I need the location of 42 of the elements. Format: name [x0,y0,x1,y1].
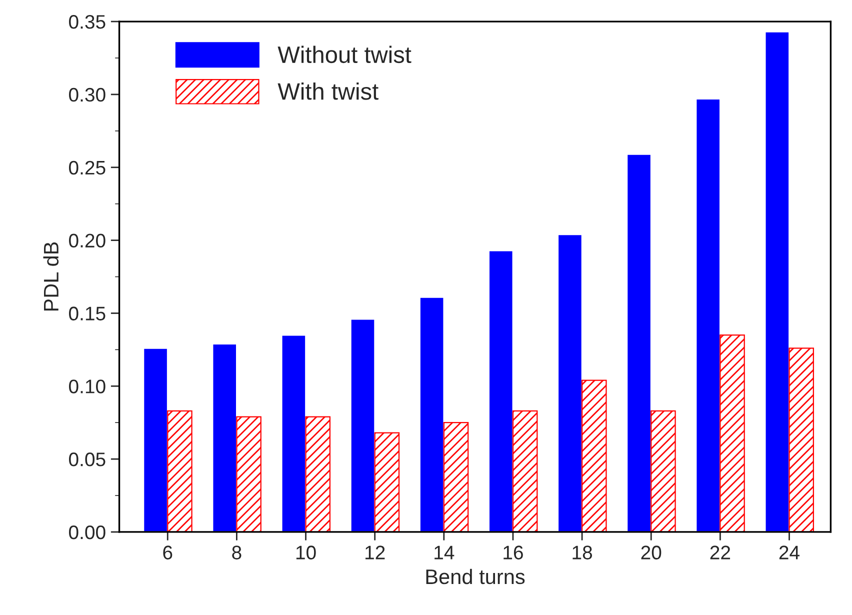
bar [764,31,790,532]
bar [581,380,607,532]
bar [626,154,652,532]
x-tick-label: 24 [779,546,800,560]
legend-label: Without twist [278,46,412,64]
x-tick-label: 14 [434,546,454,560]
y-tick-label: 0.25 [69,160,106,175]
bar [419,296,445,532]
x-tick-label: 12 [366,546,385,560]
y-tick-label: 0.20 [69,234,106,248]
x-tick-label: 6 [163,546,172,560]
x-tick-label: 10 [296,546,316,560]
legend-label: With twist [278,82,378,100]
y-tick-label: 0.00 [69,525,106,540]
bar [212,343,238,532]
x-tick-label: 18 [572,546,592,560]
bar [142,348,168,532]
y-axis-title: PDL dB [43,242,59,311]
bar [695,98,721,532]
y-tick-label: 0.05 [69,452,106,466]
bar [350,318,376,532]
bar [557,234,583,532]
bar [788,348,814,532]
y-tick-label: 0.30 [69,88,106,102]
y-tick-label: 0.15 [69,306,106,320]
x-tick-label: 8 [232,546,242,560]
bar [512,410,538,532]
bar [488,250,514,532]
bar [280,334,306,532]
bar [720,334,745,532]
y-tick-label: 0.10 [69,380,106,394]
bar [236,416,262,532]
x-axis-title: Bend turns [426,568,525,584]
x-tick-label: 16 [504,546,523,560]
x-tick-label: 22 [710,546,730,560]
y-tick-label: 0.35 [69,14,106,29]
x-tick-label: 20 [641,546,662,560]
bar [305,416,330,532]
bar [650,410,676,532]
bar [443,422,469,532]
bar [374,432,400,532]
bar [167,410,192,532]
